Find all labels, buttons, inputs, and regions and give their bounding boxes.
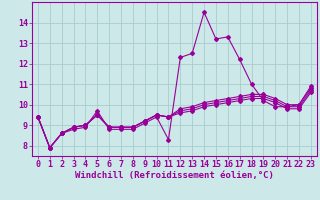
X-axis label: Windchill (Refroidissement éolien,°C): Windchill (Refroidissement éolien,°C) xyxy=(75,171,274,180)
